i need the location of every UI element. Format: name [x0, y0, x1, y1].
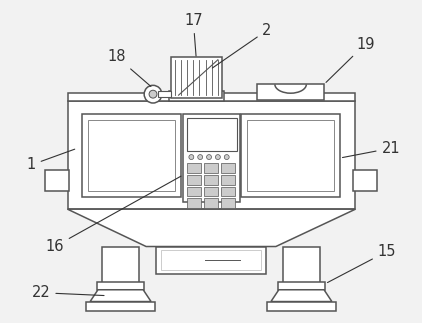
Circle shape — [224, 155, 229, 160]
Text: 15: 15 — [327, 244, 396, 283]
Text: 21: 21 — [343, 141, 400, 158]
Bar — [257, 84, 324, 100]
Bar — [110, 290, 131, 302]
Bar — [187, 163, 201, 173]
Bar — [204, 198, 218, 208]
Bar — [156, 246, 266, 274]
Bar — [221, 187, 235, 196]
Bar — [68, 93, 355, 101]
Text: 22: 22 — [32, 285, 104, 300]
Bar — [102, 246, 139, 284]
Text: 16: 16 — [46, 176, 181, 254]
Text: 1: 1 — [27, 149, 75, 172]
Polygon shape — [68, 209, 355, 246]
Circle shape — [198, 155, 203, 160]
Bar — [86, 302, 155, 311]
Bar — [187, 198, 201, 208]
Bar — [283, 246, 320, 284]
Bar — [158, 91, 171, 97]
Bar — [187, 175, 201, 185]
Bar — [241, 114, 340, 197]
Bar — [247, 120, 334, 192]
Bar — [204, 187, 218, 196]
Bar — [68, 101, 355, 209]
Bar — [187, 118, 237, 151]
Bar — [187, 187, 201, 196]
Bar — [184, 114, 241, 202]
Bar — [169, 91, 224, 101]
Bar — [204, 163, 218, 173]
Bar — [204, 175, 218, 185]
Bar — [97, 282, 144, 290]
Bar — [161, 250, 261, 270]
Bar — [291, 290, 312, 302]
Bar — [45, 170, 70, 192]
Bar — [221, 198, 235, 208]
Bar — [267, 302, 336, 311]
Bar — [278, 282, 325, 290]
Text: 2: 2 — [212, 23, 272, 68]
Polygon shape — [90, 290, 151, 302]
Bar — [352, 170, 377, 192]
Polygon shape — [271, 290, 332, 302]
Text: 19: 19 — [326, 36, 375, 82]
Circle shape — [149, 90, 157, 98]
Bar — [171, 57, 222, 98]
Circle shape — [207, 155, 211, 160]
Bar — [82, 114, 181, 197]
Text: 17: 17 — [184, 13, 203, 56]
Bar — [221, 175, 235, 185]
Circle shape — [144, 85, 162, 103]
Bar — [221, 163, 235, 173]
Text: 18: 18 — [108, 49, 151, 87]
Circle shape — [215, 155, 220, 160]
Bar — [88, 120, 175, 192]
Circle shape — [189, 155, 194, 160]
